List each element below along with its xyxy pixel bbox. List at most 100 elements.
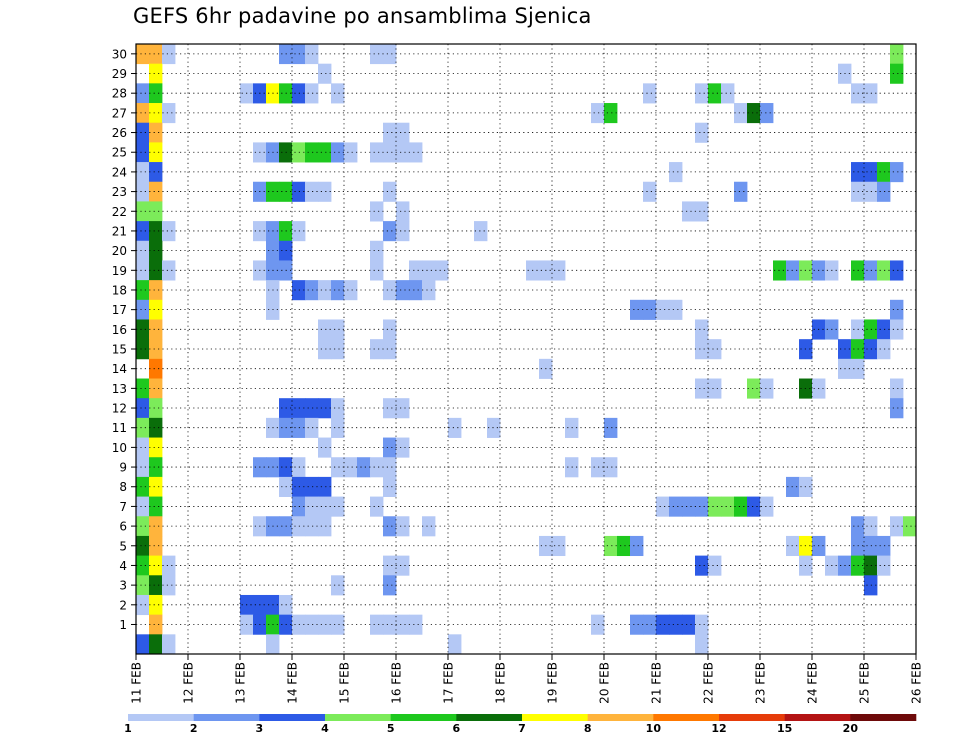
heatmap-cell — [721, 496, 735, 517]
heatmap-cell — [136, 299, 150, 320]
heatmap-cell — [773, 260, 787, 281]
heatmap-cell — [149, 555, 163, 576]
heatmap-cell — [318, 280, 332, 301]
y-tick-label: 3 — [119, 579, 127, 593]
heatmap-cell — [890, 319, 904, 340]
heatmap-cell — [903, 516, 917, 537]
heatmap-cell — [149, 63, 163, 84]
heatmap-cell — [292, 181, 306, 202]
heatmap-cell — [396, 142, 410, 163]
heatmap-cell — [864, 319, 878, 340]
heatmap-cell — [409, 280, 423, 301]
heatmap-cell — [643, 299, 657, 320]
heatmap-cell — [331, 496, 345, 517]
y-tick-label: 12 — [112, 402, 127, 416]
heatmap-cell — [864, 516, 878, 537]
heatmap-cell — [149, 103, 163, 124]
heatmap-cell — [305, 398, 319, 419]
y-tick-label: 13 — [112, 382, 127, 396]
colorbar-label: 12 — [711, 722, 726, 735]
heatmap-cell — [305, 496, 319, 517]
heatmap-cell — [370, 142, 384, 163]
heatmap-cell — [396, 614, 410, 635]
heatmap-cell — [136, 142, 150, 163]
heatmap-cell — [292, 142, 306, 163]
heatmap-cell — [656, 614, 670, 635]
heatmap-cell — [890, 398, 904, 419]
x-tick-label: 24 FEB — [806, 662, 820, 704]
heatmap-cell — [162, 260, 176, 281]
heatmap-cell — [149, 457, 163, 478]
heatmap-cell — [890, 44, 904, 65]
heatmap-cell — [370, 457, 384, 478]
heatmap-cell — [604, 457, 618, 478]
heatmap-cell — [383, 142, 397, 163]
heatmap-cell — [695, 634, 709, 655]
y-tick-label: 2 — [119, 598, 127, 612]
heatmap-cell — [136, 162, 150, 183]
heatmap-cell — [695, 555, 709, 576]
heatmap-cell — [760, 378, 774, 399]
heatmap-cell — [318, 142, 332, 163]
heatmap-cell — [318, 614, 332, 635]
y-tick-label: 5 — [119, 539, 127, 553]
heatmap-cell — [864, 339, 878, 360]
y-tick-label: 21 — [112, 224, 127, 238]
heatmap-cell — [344, 142, 358, 163]
x-tick-label: 11 FEB — [130, 662, 144, 704]
x-tick-label: 21 FEB — [650, 662, 664, 704]
heatmap-cell — [396, 221, 410, 242]
heatmap-cell — [890, 516, 904, 537]
heatmap-cell — [331, 398, 345, 419]
heatmap-cell — [149, 201, 163, 222]
heatmap-cell — [383, 398, 397, 419]
heatmap-cell — [305, 142, 319, 163]
y-tick-label: 19 — [112, 264, 127, 278]
heatmap-cell — [734, 181, 748, 202]
heatmap-cell — [149, 162, 163, 183]
heatmap-cell — [669, 162, 683, 183]
heatmap-cell — [370, 496, 384, 517]
heatmap-cell — [318, 398, 332, 419]
y-tick-label: 24 — [112, 165, 127, 179]
x-tick-label: 15 FEB — [338, 662, 352, 704]
heatmap-cell — [292, 83, 306, 104]
heatmap-cell — [695, 378, 709, 399]
heatmap-cell — [292, 516, 306, 537]
heatmap-cell — [370, 201, 384, 222]
heatmap-cell — [292, 476, 306, 497]
heatmap-cell — [149, 240, 163, 261]
heatmap-cell — [357, 457, 371, 478]
y-tick-label: 9 — [119, 461, 127, 475]
heatmap-cell — [591, 614, 605, 635]
x-tick-label: 17 FEB — [442, 662, 456, 704]
heatmap-cell — [682, 201, 696, 222]
colorbar-swatch — [587, 714, 654, 721]
heatmap-cell — [864, 555, 878, 576]
heatmap-cell — [149, 358, 163, 379]
heatmap-cell — [136, 339, 150, 360]
colorbar-label: 7 — [518, 722, 526, 735]
heatmap-cell — [149, 280, 163, 301]
heatmap-cell — [409, 614, 423, 635]
heatmap-cell — [136, 240, 150, 261]
y-tick-label: 26 — [112, 126, 127, 140]
colorbar-swatch — [522, 714, 588, 721]
heatmap-cell — [383, 221, 397, 242]
heatmap-cell — [149, 221, 163, 242]
x-tick-label: 25 FEB — [858, 662, 872, 704]
heatmap-cell — [162, 575, 176, 596]
heatmap-cell — [136, 516, 150, 537]
heatmap-cell — [149, 142, 163, 163]
heatmap-cell — [370, 260, 384, 281]
colorbar-label: 8 — [584, 722, 592, 735]
heatmap-cell — [864, 83, 878, 104]
x-tick-label: 18 FEB — [494, 662, 508, 704]
heatmap-cell — [318, 339, 332, 360]
heatmap-cell — [864, 181, 878, 202]
heatmap-cell — [331, 614, 345, 635]
heatmap-cell — [149, 634, 163, 655]
heatmap-cell — [877, 339, 891, 360]
heatmap-cell — [149, 398, 163, 419]
